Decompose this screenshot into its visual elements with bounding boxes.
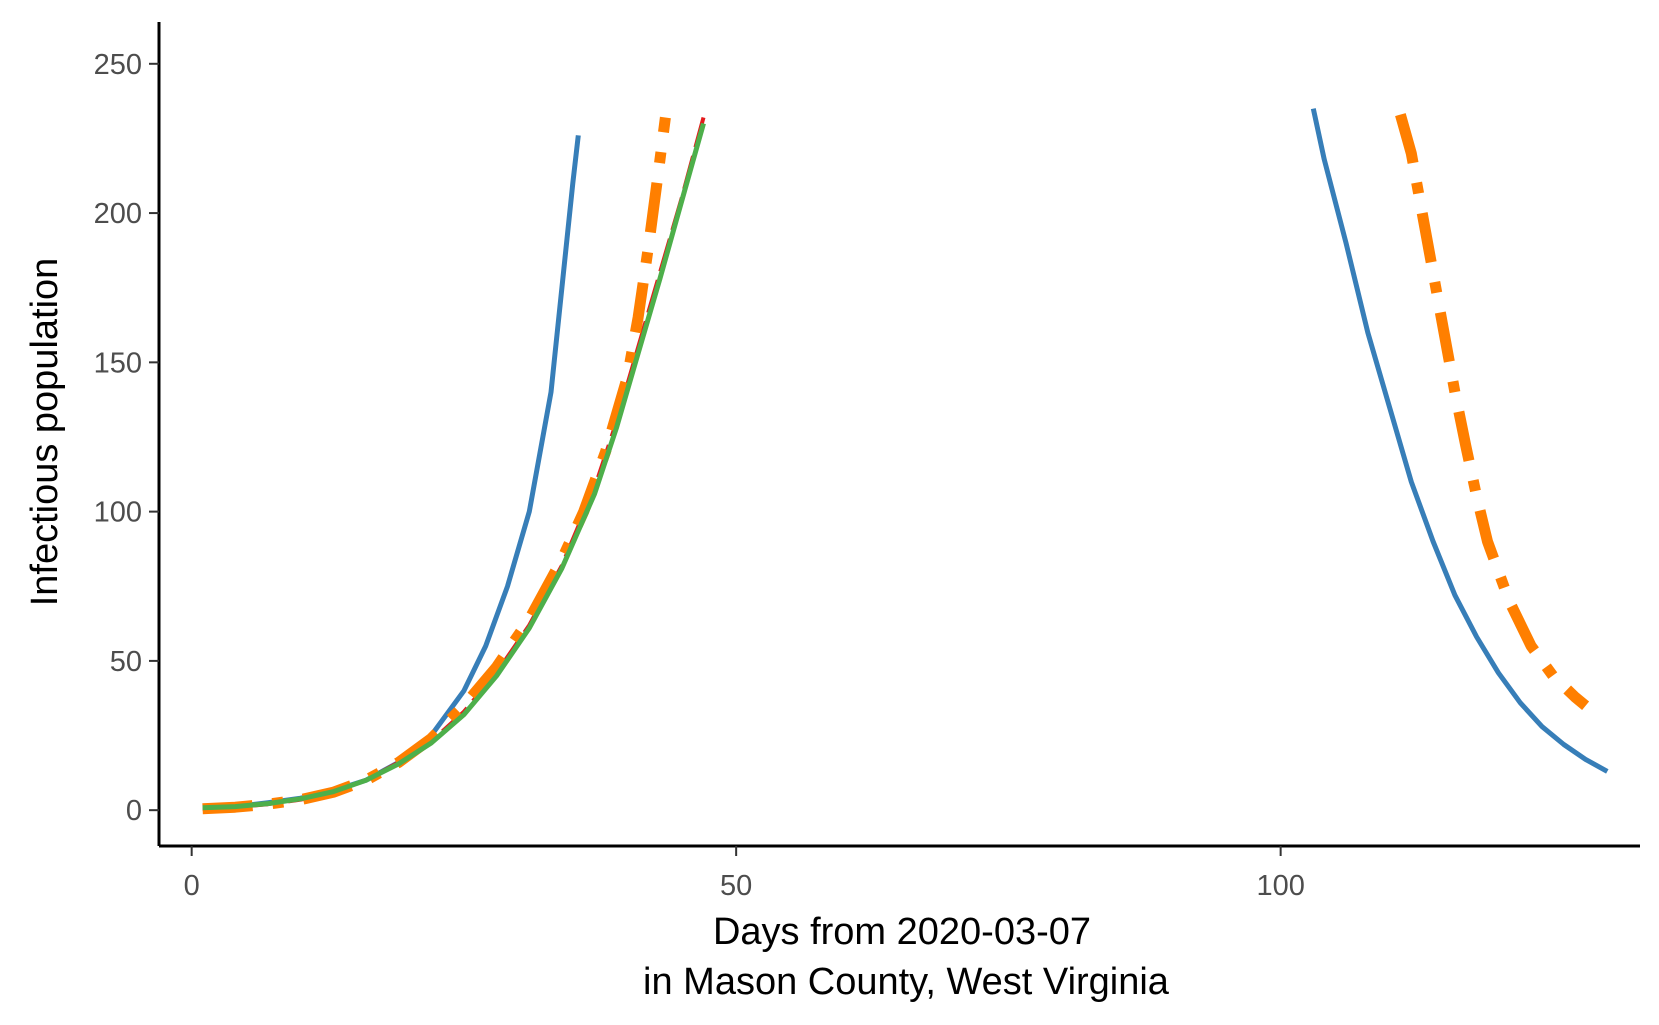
y-tick-label: 150 (94, 347, 142, 379)
series-0-line-segment-1 (1310, 108, 1609, 774)
y-tick-label: 200 (94, 198, 142, 230)
y-tick-label: 100 (94, 497, 142, 529)
series-2-line-segment-1 (1395, 113, 1590, 710)
y-axis-title: Infectious population (24, 258, 66, 607)
series-2-line-segment-0 (202, 116, 671, 815)
y-tick-label: 0 (126, 795, 142, 827)
x-tick-label: 100 (1256, 870, 1304, 902)
series-0-line-segment-0 (202, 135, 581, 810)
series-3-line-segment-0 (202, 122, 706, 811)
series-lines (202, 108, 1609, 815)
y-ticks: 0 50 100 150 200 250 (94, 49, 159, 827)
x-axis-title-line2: in Mason County, West Virginia (643, 961, 1170, 1003)
y-tick-label: 50 (110, 646, 142, 678)
x-ticks: 0 50 100 (184, 846, 1305, 902)
y-tick-label: 250 (94, 49, 142, 81)
axes (157, 22, 1640, 848)
x-tick-label: 50 (720, 870, 752, 902)
x-tick-label: 0 (184, 870, 200, 902)
x-axis-title-line1: Days from 2020-03-07 (713, 911, 1091, 953)
